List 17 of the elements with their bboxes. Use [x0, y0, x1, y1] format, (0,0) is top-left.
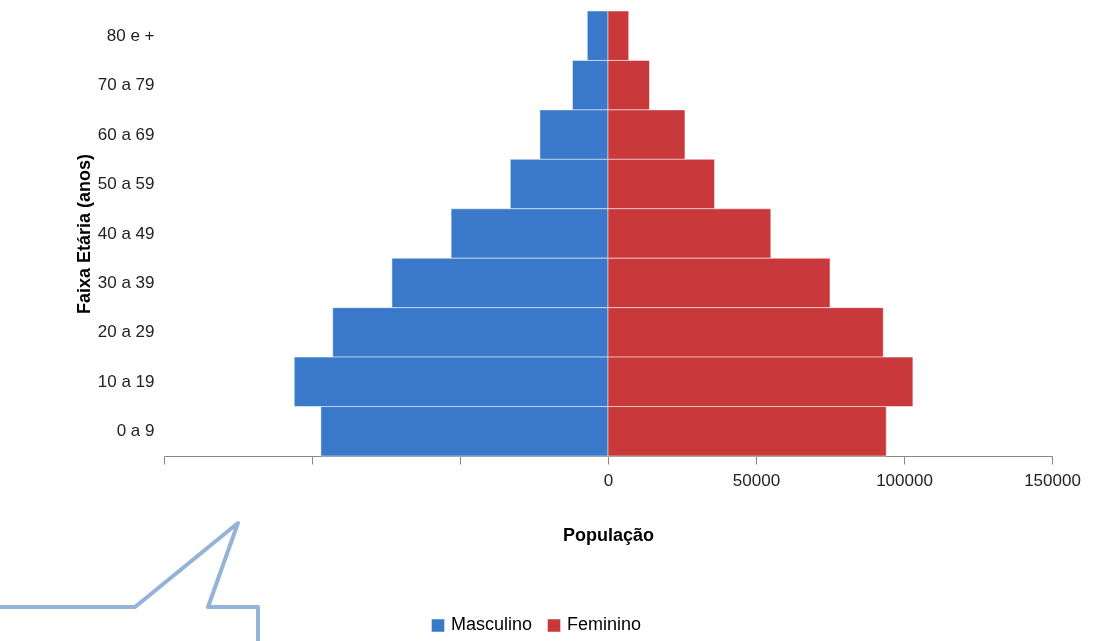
y-tick-label: 30 a 39	[97, 272, 155, 292]
x-tick-label: 0	[603, 470, 614, 490]
legend-label: Feminino	[567, 614, 642, 635]
x-tick-label: 150000	[1024, 470, 1081, 490]
y-tick-label: 10 a 19	[97, 371, 155, 391]
y-axis-title: Faixa Etária (anos)	[73, 153, 94, 315]
y-tick-label: 80 e +	[106, 25, 155, 45]
y-tick-label: 50 a 59	[97, 174, 155, 194]
y-tick-label: 0 a 9	[116, 421, 155, 441]
y-tick-label: 70 a 79	[97, 75, 155, 95]
legend-label: Masculino	[451, 614, 533, 635]
y-tick-label: 60 a 69	[97, 124, 155, 144]
y-tick-label: 40 a 49	[97, 223, 155, 243]
x-axis-title: População	[562, 524, 655, 545]
y-tick-label: 20 a 29	[97, 322, 155, 342]
x-tick-label: 100000	[876, 470, 933, 490]
x-tick-label: 50000	[732, 470, 781, 490]
